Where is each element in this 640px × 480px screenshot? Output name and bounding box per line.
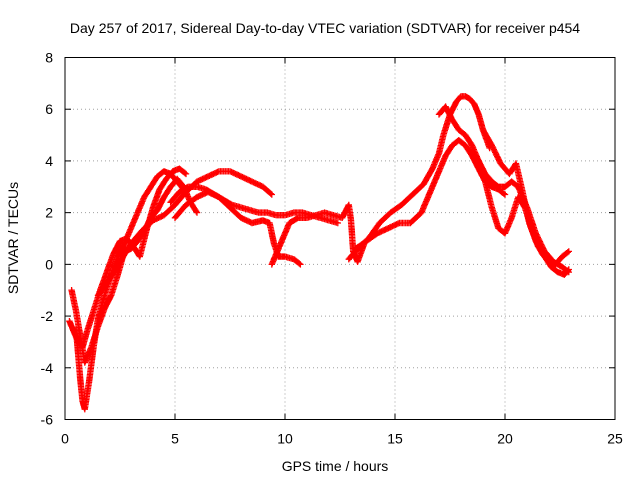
series-7: [268, 201, 368, 268]
series-4: [94, 168, 275, 299]
series-12-points: [479, 126, 572, 268]
y-tick-label: 2: [45, 205, 53, 221]
y-tick-label: 6: [45, 101, 53, 117]
series-6-points: [171, 188, 304, 268]
x-tick-label: 15: [387, 431, 403, 447]
series-6: [171, 188, 304, 268]
series-10: [435, 103, 572, 276]
series-9: [352, 137, 509, 252]
x-axis-label: GPS time / hours: [282, 458, 389, 474]
x-tick-label: 5: [171, 431, 179, 447]
series-2: [66, 165, 190, 351]
plot-frame: [64, 57, 616, 420]
x-tick-labels: 0 5 10 15 20 25: [61, 431, 623, 447]
y-tick-label: -6: [41, 412, 54, 428]
series-7-points: [268, 201, 368, 268]
series-9-points: [352, 137, 509, 252]
series-10-points: [435, 103, 572, 276]
series-12: [479, 126, 572, 268]
series-1: [72, 168, 187, 413]
chart-title: Day 257 of 2017, Sidereal Day-to-day VTE…: [70, 20, 580, 36]
y-tick-labels: -6 -4 -2 0 2 4 6 8: [41, 50, 54, 428]
x-tick-label: 0: [61, 431, 69, 447]
y-tick-label: 4: [45, 153, 53, 169]
y-tick-label: -2: [41, 308, 54, 324]
x-tick-label: 25: [607, 431, 623, 447]
y-axis-label: SDTVAR / TECUs: [5, 182, 21, 294]
data-points: [66, 93, 572, 413]
x-tick-label: 20: [497, 431, 513, 447]
series-1-points: [72, 168, 187, 413]
y-tick-label: -4: [41, 360, 54, 376]
series-2-points: [66, 165, 190, 351]
y-tick-label: 0: [45, 256, 53, 272]
x-tick-label: 10: [277, 431, 293, 447]
series-4-points: [94, 168, 275, 299]
y-tick-label: 8: [45, 50, 53, 66]
